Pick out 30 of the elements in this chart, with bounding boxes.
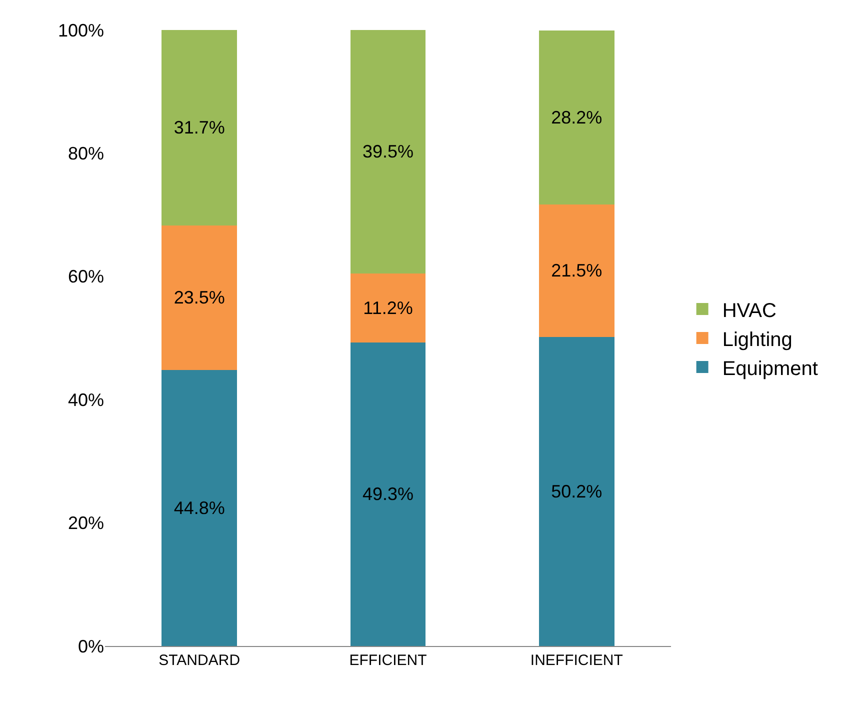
y-tick-label: 20% xyxy=(68,513,104,534)
y-tick-label: 40% xyxy=(68,390,104,410)
legend-label: Lighting xyxy=(722,328,792,351)
data-label: 50.2% xyxy=(551,481,602,502)
bar xyxy=(350,342,426,646)
y-tick-label: 100% xyxy=(58,20,104,40)
bar xyxy=(538,30,614,204)
data-label: 23.5% xyxy=(174,288,225,308)
x-tick-label: STANDARD xyxy=(158,652,240,669)
y-tick-label: 0% xyxy=(78,636,104,656)
data-label: 21.5% xyxy=(551,260,602,281)
data-label: 28.2% xyxy=(551,107,602,128)
data-label: 49.3% xyxy=(362,484,414,504)
y-tick-label: 60% xyxy=(68,266,104,287)
bar xyxy=(538,336,614,646)
bar xyxy=(162,370,238,646)
bar xyxy=(350,273,426,342)
bar xyxy=(162,30,238,226)
data-label: 39.5% xyxy=(362,142,414,162)
bar xyxy=(350,30,426,274)
y-tick-label: 80% xyxy=(68,144,104,164)
data-label: 31.7% xyxy=(174,118,225,138)
x-tick-label: INEFFICIENT xyxy=(530,652,623,669)
data-label: 44.8% xyxy=(174,498,225,518)
bar xyxy=(538,204,614,337)
bar xyxy=(162,225,238,370)
x-tick-label: EFFICIENT xyxy=(349,652,427,669)
legend-label: Equipment xyxy=(722,358,818,380)
legend-label: HVAC xyxy=(722,300,776,322)
data-label: 11.2% xyxy=(363,298,413,318)
